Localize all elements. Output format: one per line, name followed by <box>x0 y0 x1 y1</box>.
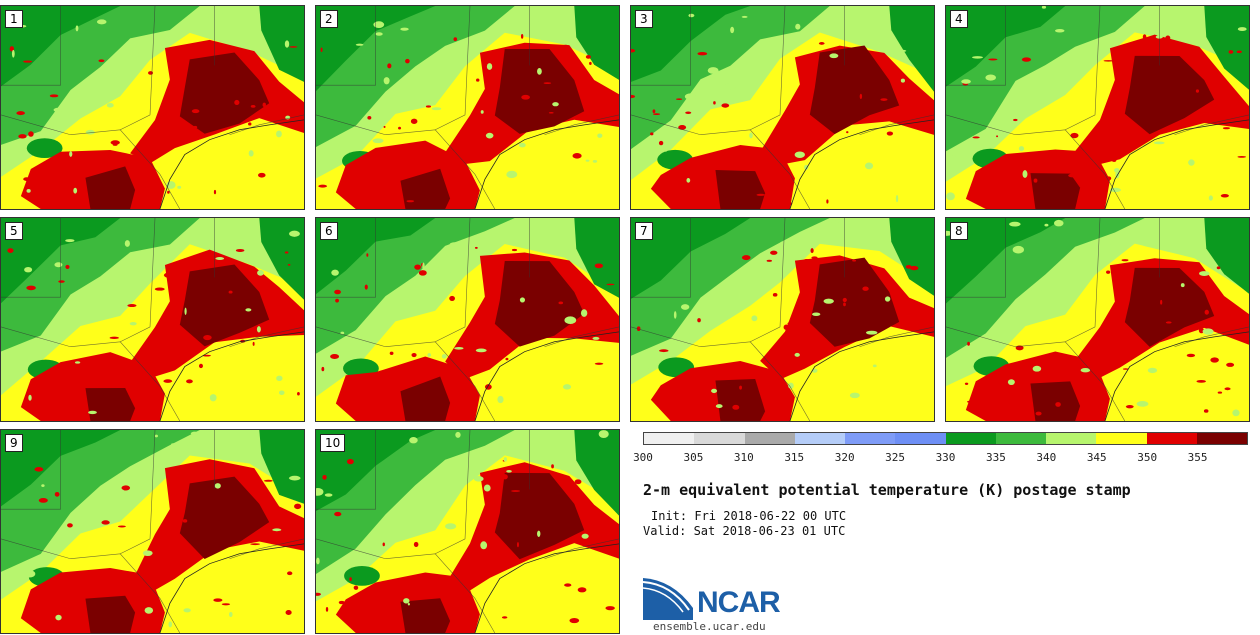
member-label: 3 <box>635 10 653 28</box>
colorbar-tick-label: 305 <box>683 451 704 464</box>
map-field <box>316 430 619 633</box>
ncar-logo-icon <box>643 578 693 620</box>
member-panel-7: 7 <box>630 217 935 422</box>
colorbar-swatch <box>794 433 845 444</box>
map-field <box>1 430 304 633</box>
member-label: 10 <box>320 434 346 452</box>
member-label: 7 <box>635 222 653 240</box>
colorbar-swatch <box>644 433 695 444</box>
map-field <box>316 218 619 421</box>
member-label: 5 <box>5 222 23 240</box>
colorbar-tick-label: 335 <box>985 451 1006 464</box>
colorbar-swatch <box>895 433 946 444</box>
colorbar-swatch <box>694 433 745 444</box>
member-label: 2 <box>320 10 338 28</box>
colorbar-tick-label: 340 <box>1036 451 1057 464</box>
member-panel-1: 1 <box>0 5 305 210</box>
valid-time: Valid: Sat 2018-06-23 01 UTC <box>643 524 846 538</box>
init-time: Init: Fri 2018-06-22 00 UTC <box>651 509 847 523</box>
member-panel-5: 5 <box>0 217 305 422</box>
map-field <box>946 6 1249 209</box>
member-panel-8: 8 <box>945 217 1250 422</box>
colorbar-tick-label: 355 <box>1187 451 1208 464</box>
site-url: ensemble.ucar.edu <box>653 620 766 633</box>
map-field <box>946 218 1249 421</box>
colorbar-swatch <box>1146 433 1197 444</box>
colorbar-swatch <box>845 433 896 444</box>
colorbar-tick-label: 345 <box>1086 451 1107 464</box>
member-panel-3: 3 <box>630 5 935 210</box>
map-field <box>1 6 304 209</box>
member-panel-9: 9 <box>0 429 305 634</box>
colorbar-tick-label: 325 <box>885 451 906 464</box>
member-label: 4 <box>950 10 968 28</box>
member-label: 9 <box>5 434 23 452</box>
map-field <box>1 218 304 421</box>
colorbar-tick-label: 315 <box>784 451 805 464</box>
colorbar-tick-label: 330 <box>935 451 956 464</box>
colorbar-swatch <box>995 433 1046 444</box>
colorbar-tick-label: 320 <box>834 451 855 464</box>
colorbar-swatch <box>744 433 795 444</box>
colorbar-tick-label: 350 <box>1137 451 1158 464</box>
member-label: 6 <box>320 222 338 240</box>
map-field <box>631 218 934 421</box>
colorbar-swatch <box>1196 433 1247 444</box>
member-label: 8 <box>950 222 968 240</box>
member-panel-10: 10 <box>315 429 620 634</box>
member-panel-6: 6 <box>315 217 620 422</box>
logo-text: NCAR <box>697 586 781 619</box>
colorbar <box>643 432 1248 445</box>
colorbar-tick-label: 300 <box>633 451 653 464</box>
map-field <box>316 6 619 209</box>
colorbar-tick-label: 310 <box>733 451 754 464</box>
map-field <box>631 6 934 209</box>
plot-title: 2-m equivalent potential temperature (K)… <box>643 481 1131 499</box>
colorbar-swatch <box>1096 433 1147 444</box>
colorbar-swatch <box>1046 433 1097 444</box>
colorbar-tick-labels: 300 305 310 315 320 325 330 335 340 345 350 355 <box>633 451 1248 465</box>
member-panel-2: 2 <box>315 5 620 210</box>
member-label: 1 <box>5 10 23 28</box>
colorbar-swatch <box>945 433 996 444</box>
member-panel-4: 4 <box>945 5 1250 210</box>
